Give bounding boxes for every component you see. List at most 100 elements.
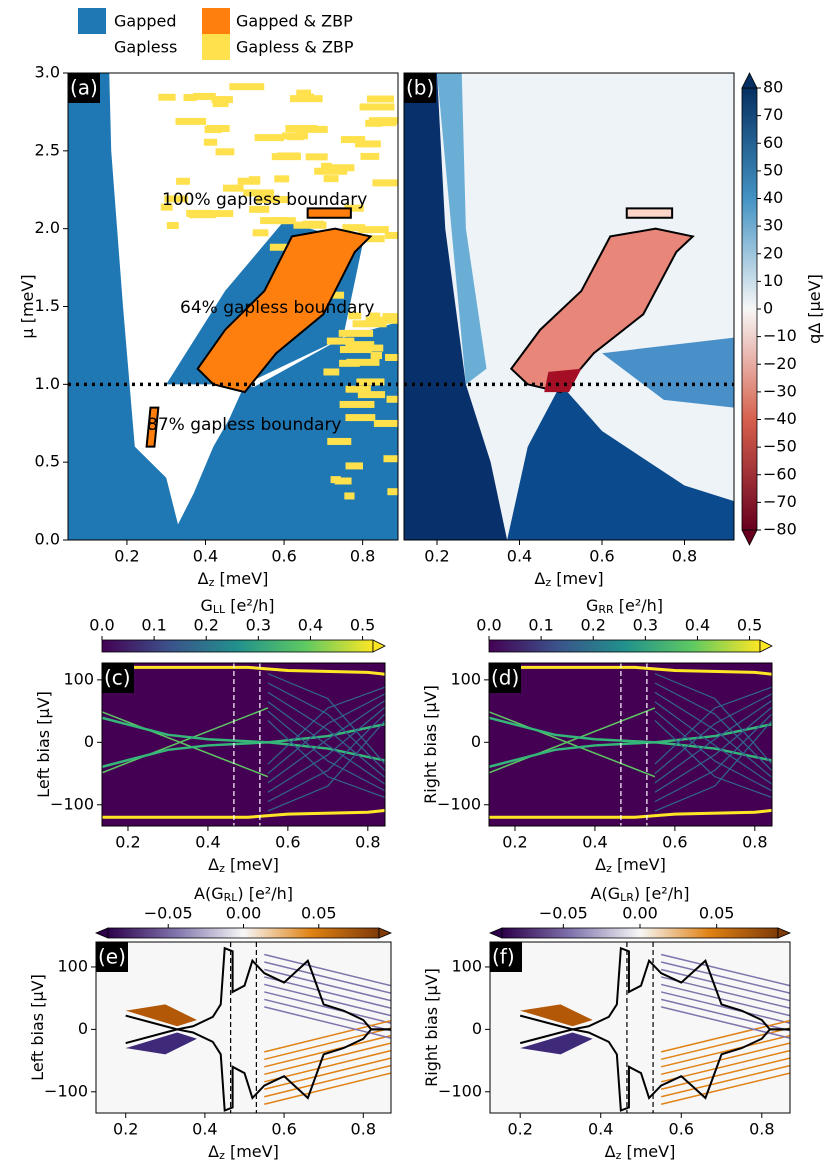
signal-curve	[267, 686, 385, 765]
region-patch	[352, 320, 387, 328]
colorbar	[107, 927, 380, 939]
x-tick-label: 0.8	[350, 547, 375, 566]
region-patch	[212, 100, 229, 108]
colorbar-tick-label: −80	[763, 520, 797, 539]
y-tick-label: 0	[78, 1019, 88, 1038]
x-tick-label: 0.6	[662, 833, 687, 852]
region	[125, 1004, 197, 1027]
colorbar-tick-label: 10	[763, 271, 783, 290]
colorbar-label-part: [e²/h]	[225, 596, 274, 615]
panel-label-box	[404, 73, 436, 103]
panel-label: (b)	[406, 76, 434, 100]
signal-streak	[660, 968, 790, 1002]
signal-streak	[264, 983, 391, 1017]
legend-label: Gapped & ZBP	[236, 12, 353, 31]
signal-curve	[267, 710, 385, 792]
colorbar-tick-label: 0.4	[298, 616, 323, 635]
y-tick-label: 0.0	[35, 530, 60, 549]
colorbar-extend	[372, 639, 386, 653]
colorbar-tick-label: 0.05	[699, 904, 735, 923]
colorbar-tick-label: 0.3	[633, 616, 658, 635]
x-axis-label-part: z	[616, 1149, 622, 1162]
region-patch	[164, 195, 188, 203]
colorbar-tick-label: 0.0	[89, 616, 114, 635]
legend-swatch	[202, 34, 230, 60]
colorbar-label: qΔ [μeV]	[805, 274, 824, 344]
colorbar-label-part: qΔ [μeV]	[805, 274, 824, 344]
region-patch	[193, 92, 216, 100]
colorbar-tick-label: 20	[763, 243, 783, 262]
colorbar-label-part: G	[586, 596, 598, 615]
y-tick-label: 3.0	[35, 63, 60, 82]
region-patch	[339, 359, 360, 367]
region-patch	[327, 164, 355, 172]
x-tick-label: 0.4	[192, 1120, 217, 1139]
region-patch	[293, 221, 327, 229]
signal-curve	[267, 720, 385, 799]
x-axis-label-part: Δ	[534, 569, 545, 588]
annotation: 64% gapless boundary	[180, 298, 375, 318]
x-tick-label: 0.4	[582, 833, 607, 852]
y-axis-label: Left bias [μV]	[28, 974, 47, 1081]
y-tick-label: 2.5	[35, 140, 60, 159]
colorbar-tick-label: 0.1	[141, 616, 166, 635]
x-axis-label-part: z	[545, 576, 551, 589]
region-patch	[342, 224, 366, 232]
region-patch	[326, 337, 355, 345]
x-axis-label-part: [meV]	[621, 1142, 675, 1161]
legend-swatch	[78, 34, 106, 60]
heatmap	[490, 942, 790, 1113]
panel-label-box	[489, 663, 521, 693]
x-tick-label: 0.2	[113, 1120, 138, 1139]
signal-curve	[654, 706, 772, 793]
region-patch	[383, 455, 398, 463]
region-patch	[204, 126, 222, 134]
region-patch	[385, 353, 398, 361]
region	[306, 207, 352, 219]
region-patch	[384, 231, 398, 239]
region	[602, 337, 734, 408]
region	[520, 1004, 593, 1027]
signal-curve	[654, 699, 772, 784]
region-patch	[360, 152, 380, 160]
colorbar-tick-label: 0.00	[622, 904, 658, 923]
colorbar-extend	[488, 927, 503, 939]
colorbar-label-part: A(G	[591, 884, 621, 903]
signal-curve	[267, 691, 385, 779]
region	[404, 73, 508, 540]
signal-curve	[102, 665, 385, 676]
x-axis-label-part: z	[209, 576, 215, 589]
signal-streak	[264, 1064, 391, 1098]
x-tick-label: 0.6	[275, 833, 300, 852]
colorbar-tick-label: 0.00	[226, 904, 262, 923]
region	[125, 1032, 197, 1055]
region-patch	[386, 395, 398, 403]
colorbar-extend	[94, 927, 109, 939]
region-patch	[183, 94, 197, 102]
region-patch	[345, 341, 375, 349]
panel-label: (f)	[492, 945, 515, 969]
x-axis-label-part: [meV]	[225, 855, 279, 874]
signal-curve	[267, 693, 385, 775]
x-tick-label: 0.6	[271, 1120, 296, 1139]
colorbar-tick-label: 0.2	[194, 616, 219, 635]
signal-streak	[264, 1072, 391, 1105]
x-axis-label: Δz [meV]	[198, 569, 269, 590]
colorbar-tick-label: 80	[763, 78, 783, 97]
signal-streak	[660, 1006, 790, 1039]
region-patch	[359, 103, 395, 111]
region-patch	[277, 152, 300, 160]
x-tick-label: 0.8	[672, 547, 697, 566]
colorbar-tick-label: 0.5	[737, 616, 762, 635]
colorbar-tick-label: −0.05	[539, 904, 588, 923]
x-tick-label: 0.8	[749, 1120, 774, 1139]
annotation: 100% gapless boundary	[162, 190, 367, 210]
y-tick-label: 2.0	[35, 218, 60, 237]
x-axis-label-part: [meV]	[214, 569, 268, 588]
colorbar-label-part: ) [e²/h]	[237, 884, 293, 903]
signal-streak	[264, 961, 391, 994]
region-patch	[382, 313, 398, 321]
signal-curve	[267, 706, 385, 793]
signal-curve	[654, 691, 772, 779]
region-patch	[345, 385, 371, 393]
